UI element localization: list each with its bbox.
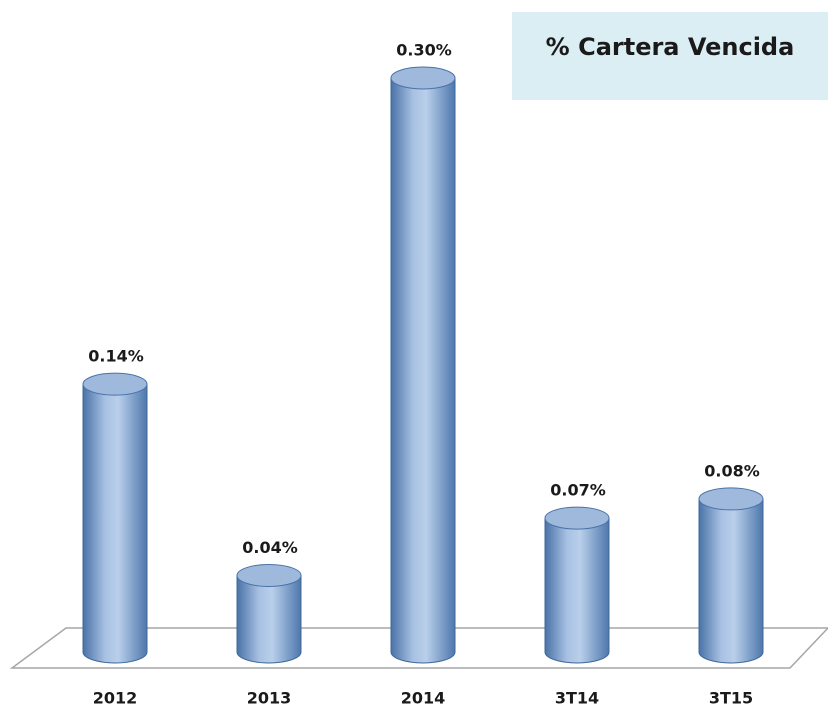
x-tick-label: 3T14 [555, 689, 599, 708]
x-tick-label: 2012 [93, 689, 138, 708]
chart-title: % Cartera Vencida [546, 33, 795, 61]
bar [82, 383, 148, 664]
bar [698, 498, 764, 664]
value-label: 0.07% [550, 481, 606, 500]
bar-top [544, 506, 610, 530]
value-label: 0.30% [396, 41, 452, 60]
x-tick-label: 2013 [247, 689, 292, 708]
value-label: 0.08% [704, 461, 760, 480]
bar-top [82, 372, 148, 396]
value-label: 0.04% [242, 538, 298, 557]
x-tick-label: 2014 [401, 689, 446, 708]
title-box [512, 12, 828, 100]
bar [390, 77, 456, 664]
bar [236, 574, 302, 664]
bar [544, 517, 610, 664]
bar-top [236, 563, 302, 587]
value-label: 0.14% [88, 347, 144, 366]
bar-top [698, 487, 764, 511]
x-tick-label: 3T15 [709, 689, 753, 708]
bar-top [390, 66, 456, 90]
